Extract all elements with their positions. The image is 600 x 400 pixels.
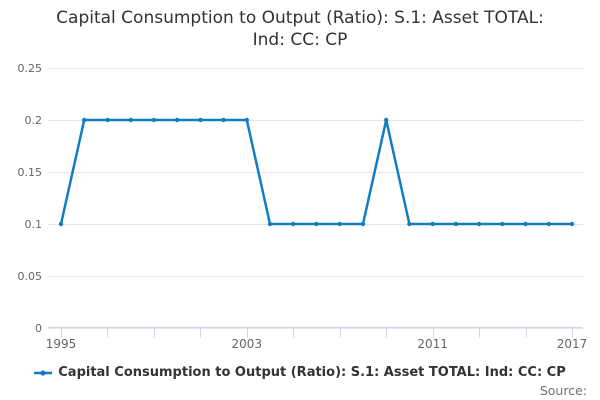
y-tick-label: 0.05 [18,270,43,283]
data-point[interactable] [384,117,389,123]
legend-item-label: Capital Consumption to Output (Ratio): S… [58,365,566,380]
data-point[interactable] [58,221,64,227]
x-tick-label: 2003 [232,337,263,351]
data-point[interactable] [244,117,249,123]
data-point[interactable] [198,117,203,123]
data-point[interactable] [151,117,157,123]
y-tick-label: 0.15 [18,166,43,179]
chart-title-line-2: Ind: CC: CP [252,30,348,50]
data-point[interactable] [337,221,342,227]
y-tick-label: 0.1 [25,218,43,231]
data-point[interactable] [360,221,366,227]
legend: Capital Consumption to Output (Ratio): S… [0,365,600,380]
data-point[interactable] [546,221,551,227]
data-point[interactable] [523,221,528,227]
data-point[interactable] [105,117,110,123]
data-point[interactable] [314,221,319,227]
legend-item[interactable]: Capital Consumption to Output (Ratio): S… [34,365,566,380]
data-point[interactable] [430,221,435,227]
y-tick-label: 0.2 [25,114,43,127]
data-point[interactable] [569,221,575,227]
data-point[interactable] [476,221,482,227]
y-tick-label: 0.25 [18,62,43,75]
data-point[interactable] [291,221,296,227]
chart-title: Capital Consumption to Output (Ratio): S… [0,7,600,51]
data-point[interactable] [407,221,412,227]
x-tick-label: 2017 [557,337,588,351]
data-point[interactable] [82,117,87,123]
data-point[interactable] [500,221,505,227]
y-tick-label: 0 [35,322,42,335]
source-label: Source: [539,383,587,398]
chart-title-line-1: Capital Consumption to Output (Ratio): S… [56,8,544,28]
data-point[interactable] [221,117,226,123]
legend-marker-icon [34,369,53,376]
data-point[interactable] [267,221,273,227]
x-tick-label: 1995 [46,337,77,351]
data-point[interactable] [453,221,459,227]
data-point[interactable] [174,117,180,123]
x-tick-label: 2011 [417,337,448,351]
data-point[interactable] [128,117,133,123]
